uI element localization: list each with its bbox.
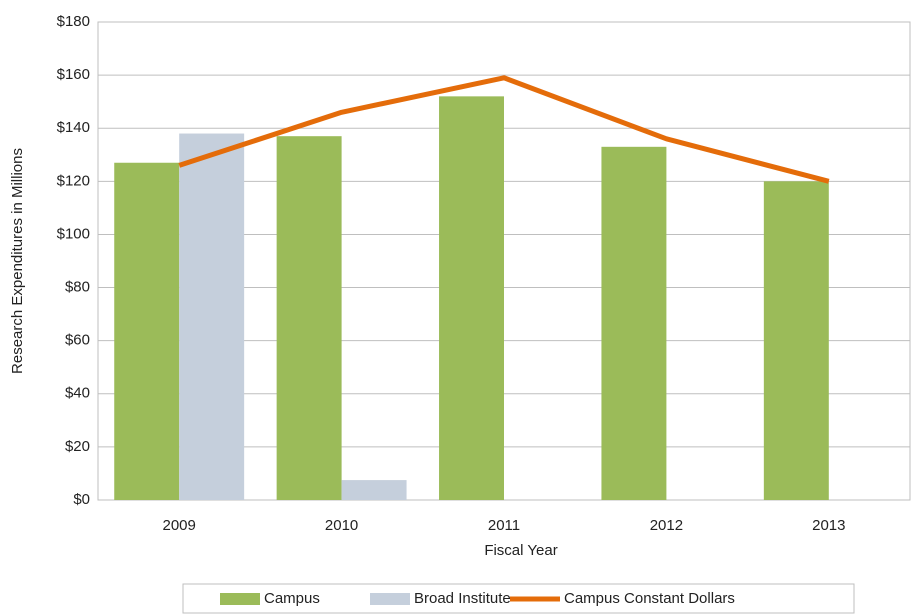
x-tick-label: 2011 <box>488 517 520 534</box>
y-tick-label: $20 <box>65 438 90 455</box>
legend-label: Campus Constant Dollars <box>564 590 735 607</box>
legend-swatch <box>220 593 260 605</box>
bar <box>179 133 245 501</box>
legend-box <box>182 583 855 614</box>
bar <box>439 96 504 500</box>
bar <box>341 480 407 500</box>
x-tick-label: 2013 <box>812 517 845 534</box>
y-tick-label: $100 <box>57 225 90 242</box>
line <box>178 75 830 184</box>
y-tick-label: $120 <box>57 172 90 189</box>
x-tick-label: 2010 <box>325 517 358 534</box>
bar <box>601 146 667 501</box>
bar <box>276 136 342 500</box>
legend-swatch <box>370 593 410 605</box>
x-tick-label: 2009 <box>163 517 196 534</box>
bar <box>763 181 829 501</box>
y-axis-label: Research Expenditures in Millions <box>9 148 26 374</box>
y-tick-label: $0 <box>73 491 90 508</box>
y-tick-label: $180 <box>57 13 90 30</box>
y-tick-label: $40 <box>65 385 90 402</box>
x-tick-label: 2012 <box>650 517 683 534</box>
bar <box>114 162 180 500</box>
legend-label: Broad Institute <box>414 590 511 607</box>
x-axis-label: Fiscal Year <box>484 542 557 559</box>
y-tick-label: $140 <box>57 119 90 136</box>
legend-label: Campus <box>264 590 320 607</box>
y-tick-label: $80 <box>65 279 90 296</box>
y-tick-label: $160 <box>57 66 90 83</box>
y-tick-label: $60 <box>65 332 90 349</box>
